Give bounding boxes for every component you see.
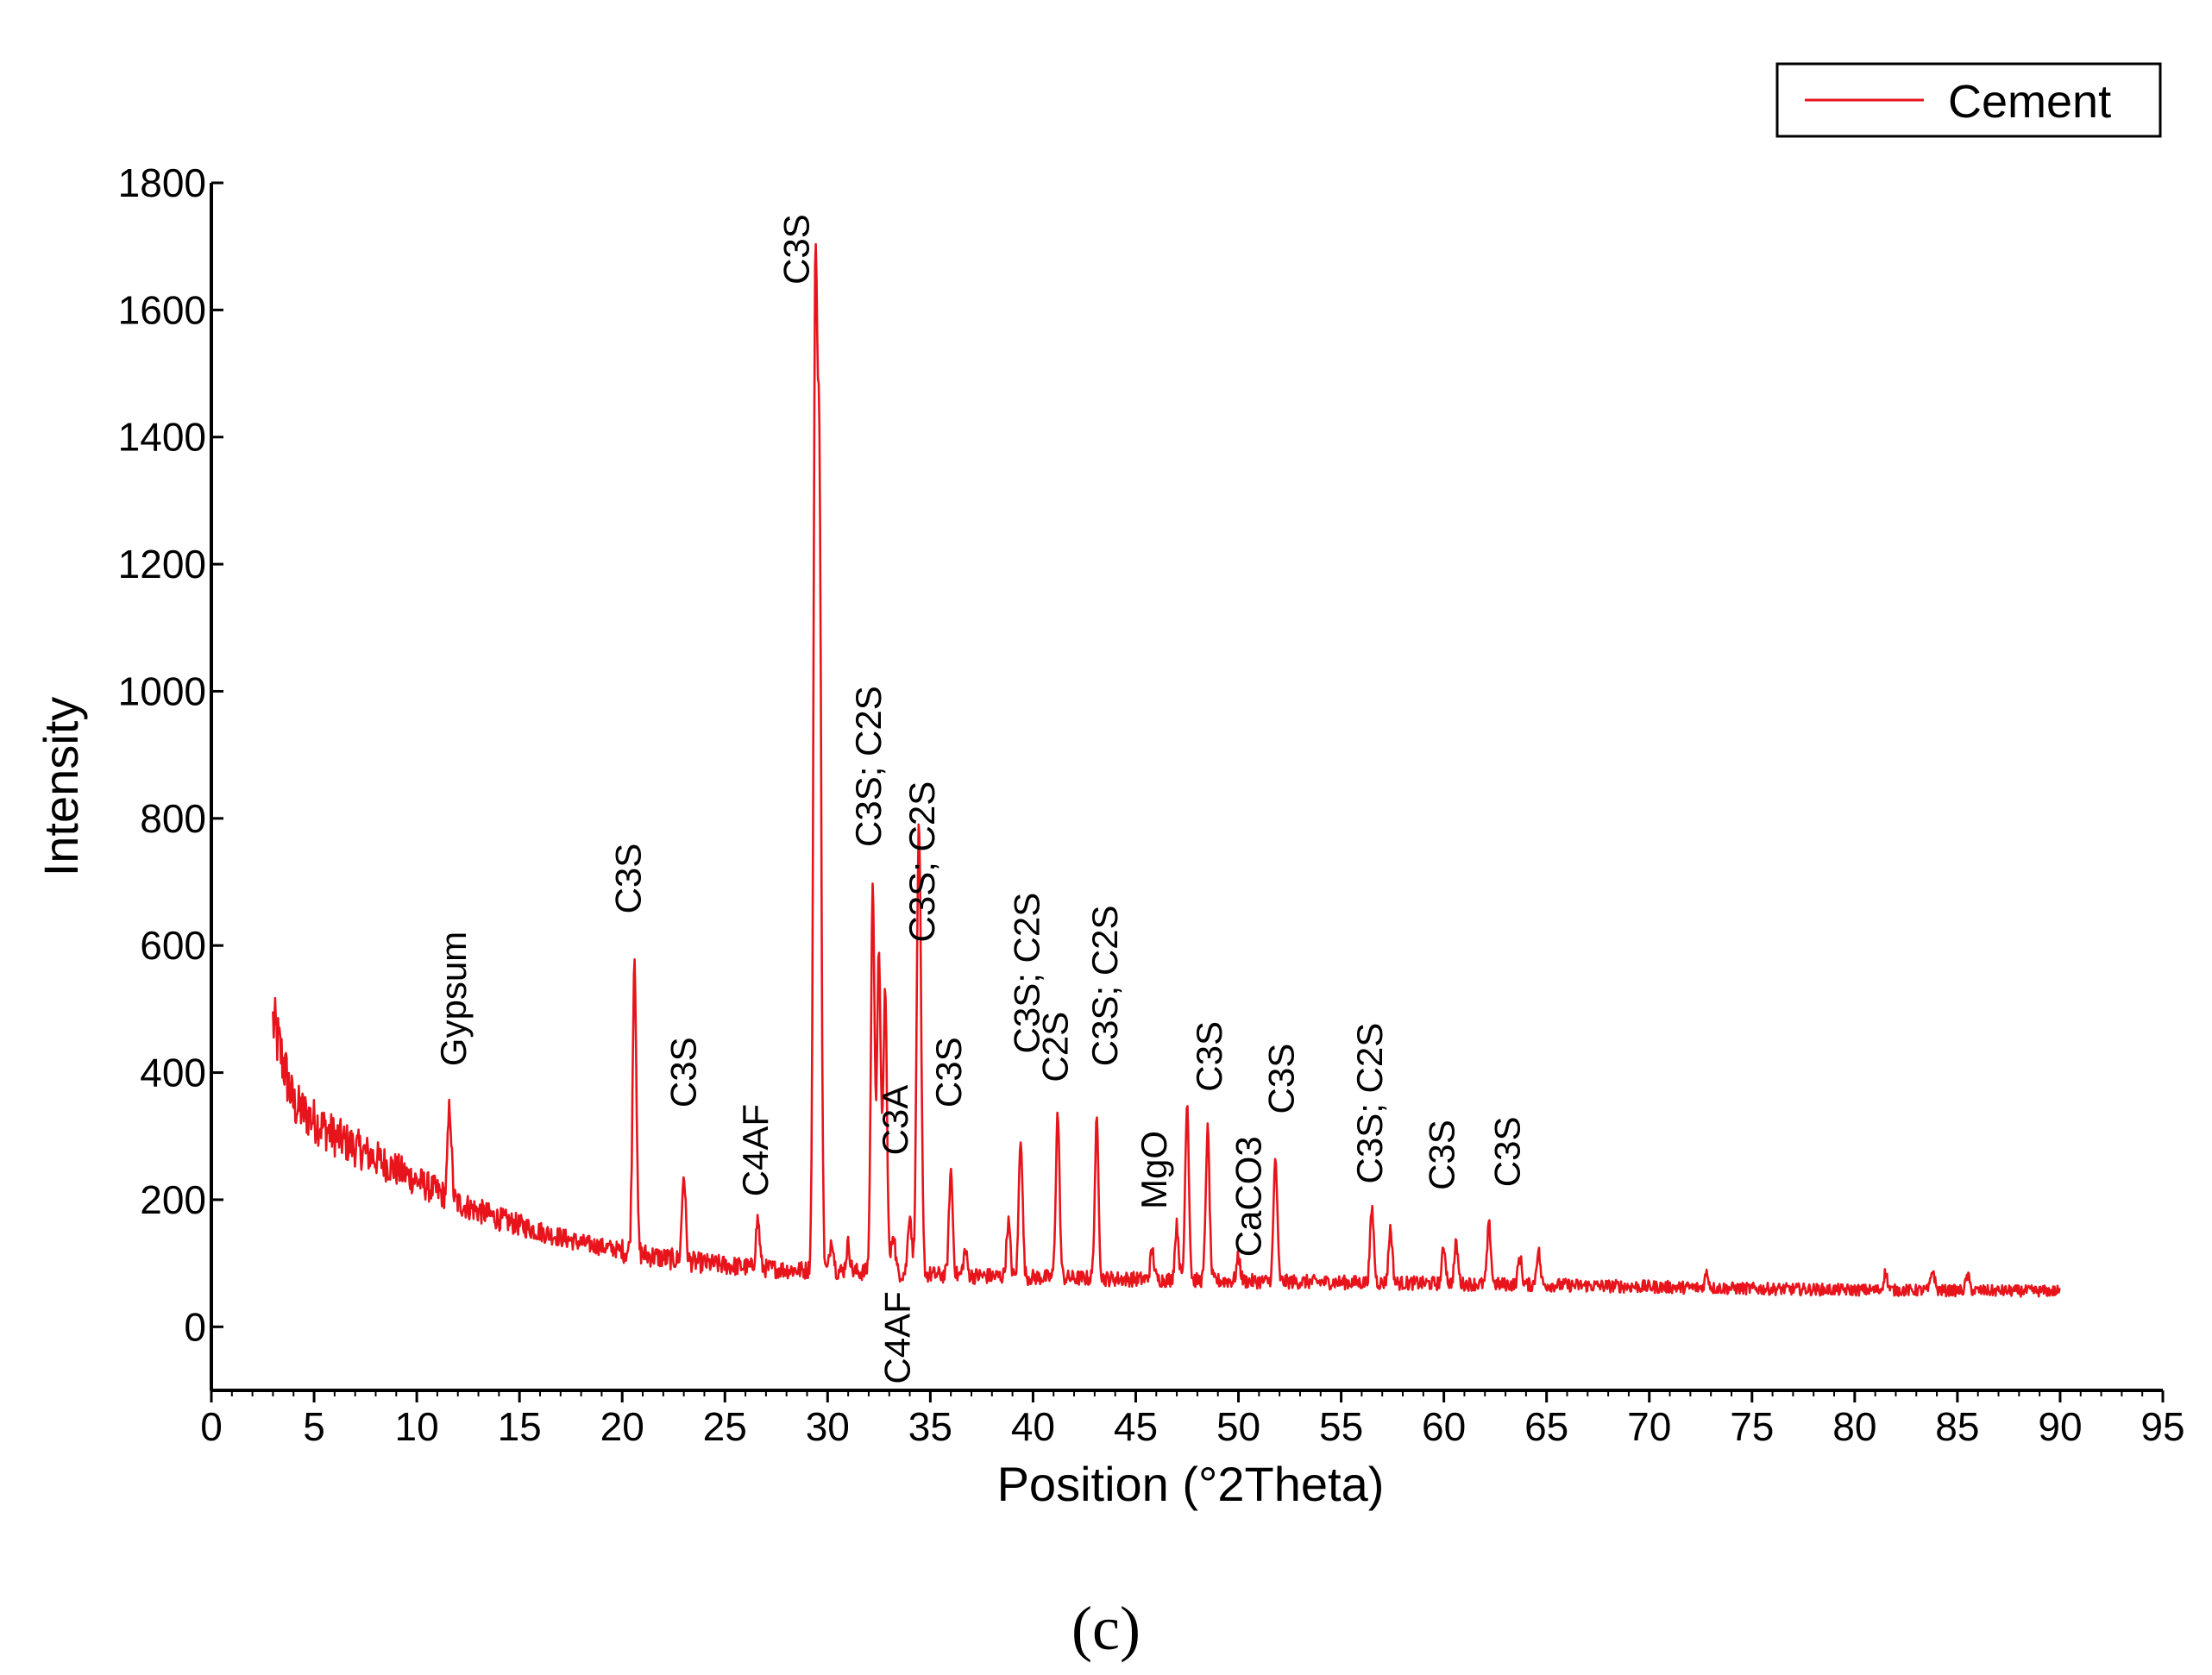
phase-label: C3S; C2S: [1349, 1023, 1390, 1184]
x-tick-label: 5: [303, 1404, 325, 1449]
x-tick-label: 55: [1319, 1404, 1363, 1449]
x-tick-label: 65: [1524, 1404, 1568, 1449]
x-tick-label: 15: [498, 1404, 542, 1449]
phase-label: C3S; C2S: [848, 686, 889, 847]
phase-label: C3S; C2S: [1084, 905, 1125, 1066]
y-tick-label: 1600: [118, 287, 206, 332]
legend-label-cement: Cement: [1948, 76, 2111, 128]
x-tick-label: 80: [1832, 1404, 1876, 1449]
axes: [210, 183, 2163, 1392]
x-tick-label: 60: [1422, 1404, 1466, 1449]
phase-label: C2S: [1035, 1012, 1076, 1082]
phase-label: C3S; C2S: [902, 781, 942, 943]
phase-label: C3S: [1421, 1120, 1461, 1190]
phase-label: MgO: [1134, 1131, 1174, 1209]
y-tick-label: 800: [140, 796, 206, 841]
phase-label: C3S: [1261, 1044, 1302, 1114]
phase-annotations: Gypsum C3S C3S C4AF C3S C3S; C2S C3A C4AF C3S; C…: [433, 214, 1527, 1383]
x-tick-label: 0: [200, 1404, 223, 1449]
x-tick-label: 25: [703, 1404, 747, 1449]
x-tick-label: 40: [1011, 1404, 1055, 1449]
figure-caption: (c): [1071, 1594, 1141, 1663]
y-axis-title: Intensity: [34, 697, 88, 877]
legend: Cement: [1775, 62, 2162, 138]
phase-label: C3S: [776, 214, 817, 285]
series-line-cement: [272, 242, 2061, 1298]
phase-label: C4AF: [735, 1104, 776, 1196]
x-tick-label: 95: [2140, 1404, 2184, 1449]
phase-label: C3S: [663, 1037, 704, 1107]
phase-label: C3S; C2S: [1006, 893, 1046, 1054]
phase-label: CaCO3: [1228, 1136, 1268, 1257]
x-tick-label: 85: [1935, 1404, 1979, 1449]
phase-label: C3S: [1486, 1116, 1527, 1187]
y-tick-label: 200: [140, 1177, 206, 1222]
y-tick-label: 1200: [118, 542, 206, 587]
x-ticks: 0 5 10 15 20 25 30 35 40 45 50 55 60 65 70 75 80 85 90 95: [200, 1390, 2185, 1449]
y-tick-label: 1800: [118, 160, 206, 205]
y-tick-label: 0: [184, 1304, 206, 1349]
x-tick-label: 10: [395, 1404, 439, 1449]
y-tick-label: 400: [140, 1051, 206, 1095]
y-ticks: 0 200 400 600 800 1000 1200 1400 1600 1800: [118, 160, 223, 1349]
y-tick-label: 600: [140, 923, 206, 968]
y-tick-label: 1400: [118, 415, 206, 460]
x-tick-label: 30: [806, 1404, 850, 1449]
phase-label: C4AF: [877, 1291, 917, 1383]
x-tick-label: 35: [908, 1404, 952, 1449]
x-tick-label: 90: [2038, 1404, 2082, 1449]
phase-label: C3S: [1189, 1021, 1229, 1092]
y-tick-label: 1000: [118, 668, 206, 713]
phase-label: C3S: [607, 844, 648, 914]
phase-label: C3S: [928, 1037, 969, 1107]
x-tick-label: 75: [1730, 1404, 1774, 1449]
x-axis-title: Position (°2Theta): [997, 1457, 1385, 1511]
x-tick-label: 45: [1114, 1404, 1158, 1449]
phase-label: Gypsum: [433, 932, 474, 1066]
x-tick-label: 50: [1216, 1404, 1260, 1449]
phase-label: C3A: [875, 1085, 915, 1156]
x-tick-label: 70: [1627, 1404, 1671, 1449]
x-tick-label: 20: [600, 1404, 644, 1449]
